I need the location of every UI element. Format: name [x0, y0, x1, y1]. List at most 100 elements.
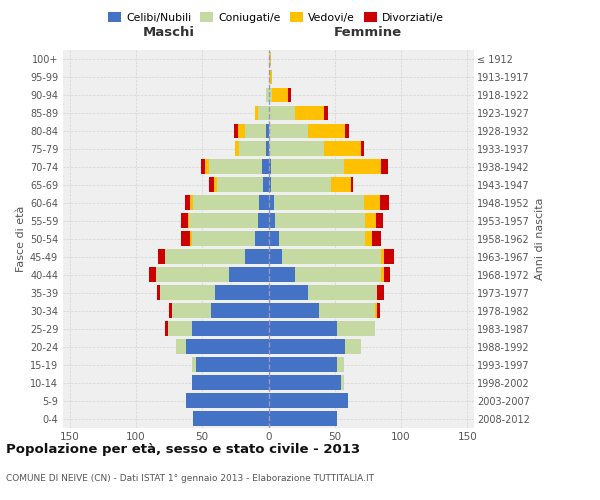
Bar — [380, 196, 389, 210]
Bar — [361, 142, 364, 156]
Bar — [295, 106, 324, 120]
Bar — [191, 357, 196, 372]
Bar — [245, 250, 269, 264]
Bar — [239, 142, 266, 156]
Bar — [209, 160, 262, 174]
Bar — [319, 304, 374, 318]
Bar — [374, 304, 377, 318]
Bar — [234, 124, 238, 138]
Bar — [269, 232, 279, 246]
Bar — [205, 160, 209, 174]
Bar — [196, 357, 269, 372]
Legend: Celibi/Nubili, Coniugati/e, Vedovi/e, Divorziati/e: Celibi/Nubili, Coniugati/e, Vedovi/e, Di… — [104, 8, 448, 27]
Bar — [269, 393, 348, 408]
Bar — [270, 70, 272, 84]
Bar — [270, 52, 271, 66]
Bar — [266, 142, 269, 156]
Bar — [269, 196, 274, 210]
Bar — [341, 375, 344, 390]
Bar — [185, 196, 190, 210]
Text: Popolazione per età, sesso e stato civile - 2013: Popolazione per età, sesso e stato civil… — [6, 442, 360, 456]
Bar — [269, 88, 272, 102]
Y-axis label: Anni di nascita: Anni di nascita — [535, 198, 545, 280]
Bar — [365, 214, 376, 228]
Bar — [271, 160, 344, 174]
Bar — [269, 124, 308, 138]
Bar — [245, 124, 266, 138]
Bar — [269, 304, 319, 318]
Bar — [384, 268, 391, 282]
Bar — [193, 411, 269, 426]
Bar — [275, 214, 365, 228]
Bar — [259, 196, 269, 210]
Bar — [269, 142, 324, 156]
Bar — [229, 268, 269, 282]
Bar — [158, 250, 165, 264]
Bar — [160, 286, 215, 300]
Text: Femmine: Femmine — [334, 26, 402, 39]
Bar — [271, 178, 331, 192]
Bar — [172, 304, 211, 318]
Bar — [211, 304, 269, 318]
Bar — [181, 214, 188, 228]
Bar — [350, 178, 353, 192]
Bar — [258, 214, 269, 228]
Bar — [255, 232, 269, 246]
Bar — [235, 142, 239, 156]
Bar — [169, 304, 172, 318]
Bar — [189, 214, 258, 228]
Bar — [295, 268, 381, 282]
Bar — [344, 160, 381, 174]
Bar — [165, 322, 168, 336]
Bar — [269, 106, 295, 120]
Bar — [381, 250, 384, 264]
Bar — [238, 124, 245, 138]
Bar — [274, 196, 364, 210]
Bar — [258, 106, 269, 120]
Bar — [176, 339, 187, 354]
Bar — [157, 286, 160, 300]
Bar — [381, 268, 384, 282]
Bar — [272, 88, 289, 102]
Bar — [191, 232, 255, 246]
Bar — [269, 411, 337, 426]
Bar — [201, 160, 205, 174]
Bar — [269, 375, 341, 390]
Bar — [365, 232, 372, 246]
Bar — [269, 52, 270, 66]
Bar — [324, 142, 361, 156]
Bar — [269, 322, 337, 336]
Bar — [269, 250, 282, 264]
Bar — [266, 124, 269, 138]
Bar — [377, 286, 384, 300]
Bar — [215, 286, 269, 300]
Bar — [269, 214, 275, 228]
Bar — [289, 88, 291, 102]
Bar — [269, 178, 271, 192]
Bar — [193, 196, 259, 210]
Bar — [346, 339, 361, 354]
Bar — [269, 160, 271, 174]
Bar — [364, 196, 380, 210]
Bar — [190, 232, 191, 246]
Bar — [165, 250, 245, 264]
Bar — [209, 178, 214, 192]
Bar — [190, 196, 193, 210]
Y-axis label: Fasce di età: Fasce di età — [16, 206, 26, 272]
Bar — [191, 322, 269, 336]
Bar — [269, 339, 346, 354]
Bar — [331, 178, 350, 192]
Bar — [279, 232, 365, 246]
Bar — [263, 178, 269, 192]
Bar — [187, 393, 269, 408]
Bar — [188, 214, 189, 228]
Bar — [191, 375, 269, 390]
Bar — [217, 178, 263, 192]
Bar — [324, 106, 328, 120]
Bar — [269, 357, 337, 372]
Bar — [337, 357, 344, 372]
Bar — [372, 232, 381, 246]
Bar — [377, 304, 380, 318]
Bar — [149, 268, 156, 282]
Bar — [255, 106, 258, 120]
